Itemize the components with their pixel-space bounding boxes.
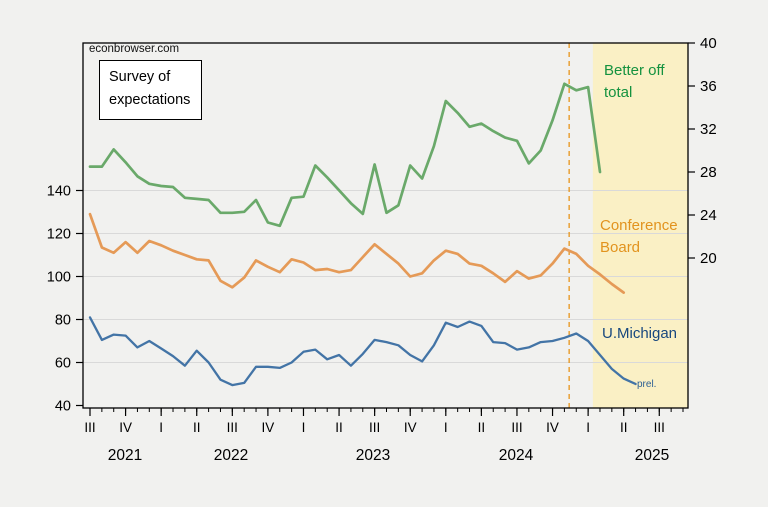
series-line-conference-board <box>88 212 626 294</box>
y-right-tick-label: 32 <box>700 121 717 138</box>
x-year-label: 2022 <box>214 447 248 464</box>
x-quarter-label: III <box>84 420 95 435</box>
legend-u-michigan: U.Michigan <box>602 325 678 342</box>
y-left-tick-label: 40 <box>55 399 71 415</box>
x-quarter-label: III <box>654 420 665 435</box>
x-year-label: 2021 <box>108 447 142 464</box>
annotation-box: Survey of expectations <box>99 60 203 121</box>
y-left-tick-label: 80 <box>55 313 71 329</box>
preliminary-note: prel. <box>637 379 657 390</box>
plot-border <box>82 42 689 409</box>
x-quarter-label: I <box>302 420 306 435</box>
x-quarter-label: II <box>335 420 343 435</box>
y-right-tick-label: 24 <box>700 207 717 224</box>
x-quarter-label: I <box>159 420 163 435</box>
legend-better-off-line1: Better off <box>604 62 665 79</box>
x-quarter-label: IV <box>404 420 417 435</box>
y-right-tick-label: 20 <box>700 250 717 267</box>
x-quarter-label: II <box>620 420 628 435</box>
x-quarter-label: III <box>511 420 522 435</box>
series-line-better-off-total <box>88 82 602 228</box>
y-right-tick-label: 28 <box>700 164 717 181</box>
legend-better-off-total: Better off total <box>604 60 665 104</box>
legend-conference-board: Conference Board <box>600 215 678 259</box>
shaded-region <box>592 43 688 408</box>
y-right-tick-label: 36 <box>700 78 717 95</box>
x-quarter-label: IV <box>262 420 275 435</box>
x-quarter-label: II <box>478 420 486 435</box>
x-quarter-label: IV <box>546 420 559 435</box>
x-quarter-label: I <box>586 420 590 435</box>
y-right-tick-label: 40 <box>700 35 717 52</box>
series-line-u-michigan <box>88 316 637 387</box>
x-quarter-label: I <box>444 420 448 435</box>
x-quarter-label: II <box>193 420 201 435</box>
annotation-line-2: expectations <box>109 92 191 109</box>
legend-conference-line2: Board <box>600 239 641 256</box>
y-left-tick-label: 120 <box>47 227 71 243</box>
y-left-tick-label: 60 <box>55 356 71 372</box>
annotation-line-1: Survey of <box>109 69 171 85</box>
y-left-tick-label: 140 <box>47 184 71 200</box>
legend-better-off-line2: total <box>604 84 633 101</box>
x-quarter-label: IV <box>119 420 132 435</box>
x-quarter-label: III <box>227 420 238 435</box>
legend-conference-line1: Conference <box>600 217 678 234</box>
x-year-label: 2025 <box>635 447 669 464</box>
y-left-tick-label: 100 <box>47 270 71 286</box>
watermark-text: econbrowser.com <box>89 43 180 55</box>
x-quarter-label: III <box>369 420 380 435</box>
x-year-label: 2023 <box>356 447 390 464</box>
x-year-label: 2024 <box>499 447 534 464</box>
